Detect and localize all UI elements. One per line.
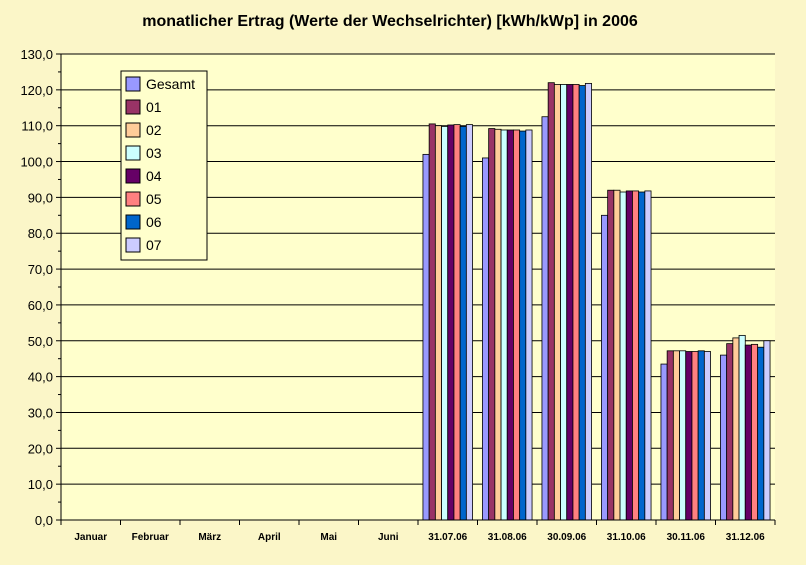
x-tick-label: 31.07.06 <box>428 532 467 543</box>
y-tick-label: 10,0 <box>28 477 53 492</box>
legend-label: 05 <box>146 191 162 207</box>
legend-swatch <box>125 99 141 115</box>
bar <box>666 350 674 521</box>
bar <box>691 351 699 521</box>
bar <box>738 334 746 521</box>
x-tick-label: Mai <box>320 532 337 543</box>
bar <box>494 128 502 521</box>
legend-swatch <box>125 168 141 184</box>
legend-box <box>120 70 208 261</box>
legend-label: 03 <box>146 145 162 161</box>
bar <box>447 124 455 521</box>
bar <box>679 350 687 521</box>
bar <box>672 350 680 521</box>
legend-label: 02 <box>146 122 162 138</box>
bar <box>720 354 728 521</box>
legend-label: Gesamt <box>146 76 195 92</box>
bar <box>578 85 586 521</box>
x-tick-label: 31.12.06 <box>726 532 765 543</box>
bar <box>525 129 533 521</box>
y-tick-label: 0,0 <box>35 513 53 528</box>
bar <box>500 129 508 521</box>
y-tick-label: 60,0 <box>28 298 53 313</box>
legend-swatch <box>125 214 141 230</box>
bar <box>732 337 740 521</box>
y-tick-label: 30,0 <box>28 405 53 420</box>
legend-swatch <box>125 122 141 138</box>
bar <box>607 189 615 521</box>
bar <box>685 351 693 521</box>
bar <box>625 190 633 521</box>
y-tick-label: 20,0 <box>28 441 53 456</box>
x-tick-label: 31.10.06 <box>607 532 646 543</box>
legend-swatch <box>125 237 141 253</box>
bar <box>428 123 436 521</box>
bar <box>584 82 592 521</box>
bar <box>453 124 461 521</box>
bar <box>613 189 621 521</box>
bar <box>697 350 705 521</box>
bar <box>757 346 765 521</box>
bar <box>751 343 759 521</box>
x-tick-label: März <box>198 532 221 543</box>
bar <box>644 190 652 521</box>
y-tick-label: 130,0 <box>20 47 53 62</box>
bar <box>726 343 734 521</box>
x-tick-label: 30.09.06 <box>547 532 586 543</box>
bar <box>488 128 496 521</box>
bar <box>506 129 514 521</box>
y-tick-label: 90,0 <box>28 190 53 205</box>
legend-swatch <box>125 145 141 161</box>
bar <box>513 129 521 521</box>
chart-title: monatlicher Ertrag (Werte der Wechselric… <box>142 13 638 30</box>
bar <box>553 84 561 521</box>
bar <box>566 84 574 521</box>
y-tick-label: 110,0 <box>21 119 53 134</box>
legend-label: 07 <box>146 237 162 253</box>
bar <box>441 126 449 521</box>
x-tick-label: Juni <box>378 532 399 543</box>
legend-label: 06 <box>146 214 162 230</box>
x-tick-label: April <box>258 532 281 543</box>
bar <box>763 340 771 521</box>
y-tick-label: 40,0 <box>28 370 53 385</box>
legend-label: 01 <box>146 99 162 115</box>
bar <box>459 126 467 521</box>
bar <box>601 214 609 521</box>
y-tick-label: 80,0 <box>28 226 53 241</box>
bar <box>619 191 627 521</box>
bar <box>703 351 711 521</box>
x-tick-label: Januar <box>74 532 107 543</box>
legend-label: 04 <box>146 168 162 184</box>
bar <box>660 363 668 521</box>
legend-swatch <box>125 191 141 207</box>
bar <box>482 157 490 521</box>
bar <box>465 124 473 521</box>
bar <box>560 84 568 521</box>
bar <box>541 116 549 521</box>
bar <box>632 190 640 521</box>
x-tick-label: 30.11.06 <box>667 532 706 543</box>
y-tick-label: 100,0 <box>20 155 53 170</box>
x-tick-label: Februar <box>132 532 169 543</box>
bar <box>434 125 442 521</box>
bar <box>572 84 580 521</box>
legend: Gesamt 01 02 03 04 05 06 07 <box>120 70 208 261</box>
bar <box>744 344 752 521</box>
bar <box>547 82 555 521</box>
y-tick-label: 50,0 <box>28 334 53 349</box>
legend-swatch <box>125 76 141 92</box>
bar <box>519 130 527 521</box>
y-tick-label: 120,0 <box>20 83 53 98</box>
x-tick-label: 31.08.06 <box>488 532 527 543</box>
y-tick-label: 70,0 <box>28 262 53 277</box>
bar <box>638 191 646 521</box>
bar <box>422 153 430 521</box>
